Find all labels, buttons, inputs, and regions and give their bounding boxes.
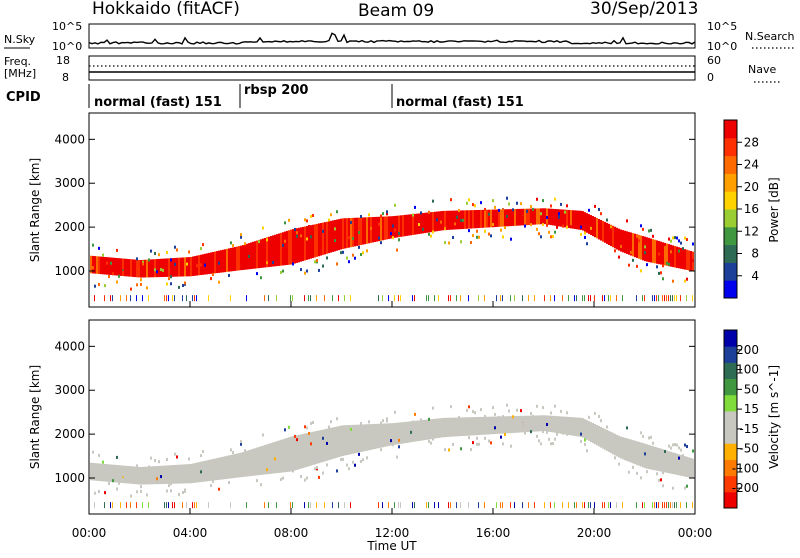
- y-tick-label: 1000: [54, 471, 85, 485]
- cpid-label: CPID: [6, 90, 41, 105]
- x-axis-label: Time UT: [366, 539, 417, 553]
- x-tick-label: 04:00: [173, 526, 208, 540]
- power-colorbar-swatch: [724, 120, 737, 139]
- velocity-colorbar-tick-label: 100: [736, 363, 759, 377]
- nsky-left-tick-top: 10^5: [52, 20, 82, 33]
- freq-label-line2: [MHz]: [4, 67, 36, 80]
- freq-left-tick-bottom: 8: [62, 71, 69, 84]
- x-tick-label: 16:00: [476, 526, 511, 540]
- power-colorbar-swatch: [724, 173, 737, 192]
- beam-title: Beam 09: [358, 1, 434, 21]
- velocity-colorbar-swatch: [724, 410, 737, 428]
- velocity-y-label: Slant Range [km]: [28, 365, 42, 469]
- freq-label-line1: Freq.: [4, 55, 31, 68]
- power-y-axis: 1000 2000 3000 4000: [54, 132, 695, 278]
- velocity-colorbar-tick-label: 50: [744, 382, 759, 396]
- power-colorbar-tick-label: 24: [744, 158, 759, 172]
- power-colorbar-tick-label: 20: [744, 180, 759, 194]
- y-tick-label: 3000: [54, 383, 85, 397]
- freq-right-tick-bottom: 0: [707, 71, 714, 84]
- nsky-right-tick-top: 10^5: [707, 20, 737, 33]
- velocity-colorbar-swatch: [724, 378, 737, 396]
- nsky-panel: N.Sky 10^5 10^0 10^5 10^0 N.Search: [4, 20, 795, 53]
- velocity-colorbar-swatch: [724, 427, 737, 444]
- power-colorbar-tick-label: 4: [751, 269, 759, 283]
- velocity-colorbar-tick-label: -15: [739, 422, 759, 436]
- power-colorbar-tick-label: 16: [744, 202, 759, 216]
- power-colorbar-swatch: [724, 262, 737, 281]
- cpid-segment-3: normal (fast) 151: [396, 95, 524, 110]
- velocity-colorbar-swatch: [724, 362, 737, 380]
- nsky-left-tick-bottom: 10^0: [52, 40, 82, 53]
- velocity-colorbar-swatch: [724, 394, 737, 412]
- velocity-colorbar-tick-label: -100: [732, 461, 759, 475]
- velocity-colorbar-swatch: [724, 475, 737, 493]
- y-tick-label: 2000: [54, 427, 85, 441]
- velocity-data: [90, 403, 694, 509]
- velocity-y-axis: 1000 2000 3000 4000: [54, 339, 695, 485]
- x-tick-label: 00:00: [678, 526, 713, 540]
- date-title: 30/Sep/2013: [590, 0, 698, 19]
- y-tick-label: 4000: [54, 339, 85, 353]
- power-colorbar-tick-label: 12: [744, 224, 759, 238]
- x-tick-label: 08:00: [274, 526, 309, 540]
- power-colorbar-label: Power [dB]: [767, 177, 781, 242]
- power-y-label: Slant Range [km]: [28, 158, 42, 262]
- y-tick-label: 3000: [54, 176, 85, 190]
- velocity-colorbar-swatch: [724, 443, 737, 460]
- x-tick-label: 20:00: [577, 526, 612, 540]
- power-colorbar-swatch: [724, 137, 737, 157]
- velocity-panel: 1000 2000 3000 4000 Slant Range [km] 200 100…: [28, 319, 781, 515]
- power-colorbar-swatch: [724, 155, 737, 174]
- power-colorbar-swatch: [724, 226, 737, 246]
- velocity-colorbar: 200 100 50 15 -15 -50 -100 -200: [723, 329, 759, 509]
- x-axis: 00:00 04:00 08:00 12:00 16:00 20:00 00:00: [72, 301, 713, 540]
- freq-panel: Freq. [MHz] 18 8 60 0 Nave: [4, 54, 780, 84]
- power-colorbar-tick-label: 8: [751, 247, 759, 261]
- nsky-right-tick-bottom: 10^0: [707, 40, 737, 53]
- cpid-panel: CPID normal (fast) 151 rbsp 200 normal (…: [6, 83, 524, 110]
- y-tick-label: 1000: [54, 264, 85, 278]
- power-colorbar-swatch: [724, 244, 737, 263]
- nave-label: Nave: [748, 63, 776, 76]
- station-title: Hokkaido (fitACF): [92, 0, 240, 19]
- velocity-colorbar-swatch: [724, 346, 737, 363]
- nsky-label: N.Sky: [4, 33, 36, 46]
- velocity-colorbar-tick-label: 200: [736, 343, 759, 357]
- freq-left-tick-top: 18: [56, 54, 70, 67]
- power-panel: 1000 2000 3000 4000 Slant Range [km] 28 24 20…: [28, 112, 781, 308]
- power-colorbar-swatch: [724, 191, 737, 210]
- power-colorbar: 28 24 20 16 12 8 4: [723, 119, 759, 299]
- velocity-colorbar-tick-label: 15: [744, 402, 759, 416]
- nsearch-label: N.Search: [745, 30, 795, 43]
- x-tick-label: 12:00: [375, 526, 410, 540]
- velocity-colorbar-tick-label: -50: [739, 442, 759, 456]
- cpid-segment-2: rbsp 200: [244, 83, 308, 98]
- power-colorbar-swatch: [724, 209, 737, 228]
- y-tick-label: 2000: [54, 220, 85, 234]
- y-tick-label: 4000: [54, 132, 85, 146]
- cpid-segment-1: normal (fast) 151: [94, 95, 222, 110]
- power-colorbar-swatch: [724, 280, 737, 299]
- nsky-trace: [88, 32, 696, 45]
- velocity-colorbar-tick-label: -200: [732, 481, 759, 495]
- velocity-colorbar-label: Velocity [m s^-1]: [767, 365, 781, 469]
- freq-right-tick-top: 60: [707, 54, 721, 67]
- power-colorbar-tick-label: 28: [744, 135, 759, 149]
- velocity-colorbar-swatch: [724, 459, 737, 477]
- power-data: [90, 196, 694, 302]
- velocity-colorbar-swatch: [724, 330, 737, 347]
- velocity-colorbar-swatch: [724, 491, 737, 509]
- x-tick-label: 00:00: [72, 526, 107, 540]
